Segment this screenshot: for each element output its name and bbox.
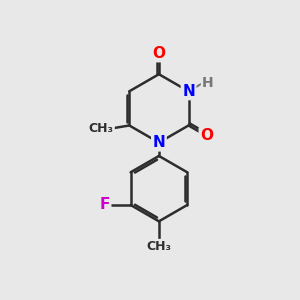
Text: N: N (152, 135, 165, 150)
Text: F: F (100, 197, 110, 212)
Text: CH₃: CH₃ (146, 240, 171, 253)
Text: O: O (200, 128, 213, 143)
Text: O: O (152, 46, 165, 61)
Text: CH₃: CH₃ (88, 122, 114, 135)
Text: H: H (202, 76, 214, 90)
Text: N: N (182, 84, 195, 99)
